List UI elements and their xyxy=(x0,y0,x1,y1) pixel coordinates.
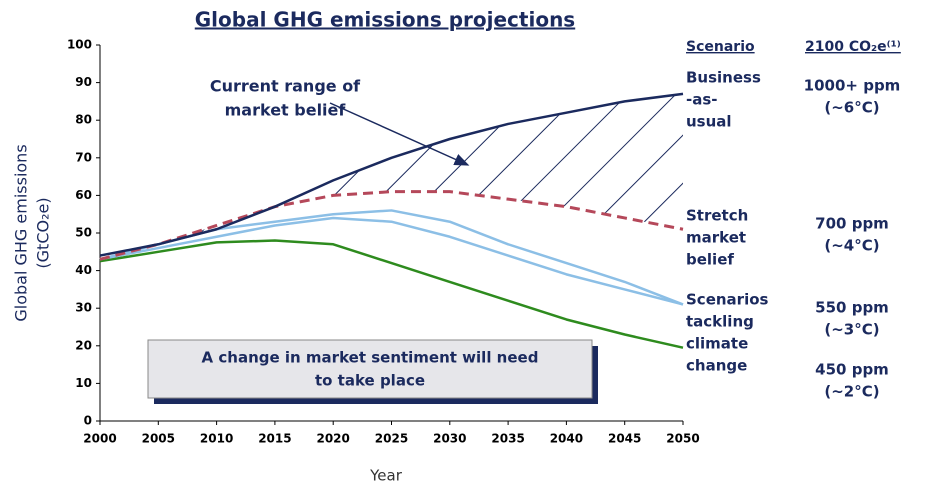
y-tick-label: 20 xyxy=(75,338,92,352)
x-tick-label: 2040 xyxy=(550,432,583,446)
annotation-box xyxy=(147,339,593,399)
chart-title: Global GHG emissions projections xyxy=(195,8,575,32)
scenario-label: Business xyxy=(686,69,761,87)
x-axis-label: Year xyxy=(369,467,403,485)
scenario-label: Scenarios xyxy=(686,291,769,309)
x-tick-label: 2050 xyxy=(666,432,699,446)
range-hatch xyxy=(100,93,683,260)
x-tick-label: 2035 xyxy=(491,432,524,446)
x-tick-label: 2020 xyxy=(316,432,349,446)
x-tick-label: 2030 xyxy=(433,432,466,446)
box-text: A change in market sentiment will need xyxy=(202,349,539,367)
y-tick-label: 40 xyxy=(75,263,92,277)
scenario-value: (~2°C) xyxy=(824,383,879,401)
scenario-label: climate xyxy=(686,335,748,353)
series-line xyxy=(99,209,684,306)
y-tick-label: 80 xyxy=(75,113,92,127)
y-tick-label: 0 xyxy=(84,414,92,428)
x-tick-label: 2045 xyxy=(608,432,641,446)
y-axis-label-line: (GtCO₂e) xyxy=(34,197,53,268)
x-tick-label: 2010 xyxy=(200,432,233,446)
table-header: Scenario xyxy=(686,39,755,55)
scenario-value: 1000+ ppm xyxy=(804,77,901,95)
y-tick-label: 50 xyxy=(75,226,92,240)
series-line xyxy=(99,239,684,349)
scenario-value: 700 ppm xyxy=(815,215,889,233)
x-tick-label: 2025 xyxy=(375,432,408,446)
scenario-label: change xyxy=(686,357,747,375)
table-header: 2100 CO₂e⁽¹⁾ xyxy=(805,39,901,55)
annotation: market belief xyxy=(225,101,347,120)
scenario-value: (~4°C) xyxy=(824,237,879,255)
series-line xyxy=(99,190,684,261)
scenario-label: -as- xyxy=(686,91,718,109)
box-text: to take place xyxy=(315,372,425,390)
scenario-label: belief xyxy=(686,251,734,269)
series-line xyxy=(99,216,684,306)
scenario-value: 450 ppm xyxy=(815,361,889,379)
scenario-value: (~3°C) xyxy=(824,321,879,339)
x-tick-label: 2000 xyxy=(83,432,116,446)
scenario-value: 550 ppm xyxy=(815,299,889,317)
y-tick-label: 60 xyxy=(75,188,92,202)
scenario-label: Stretch xyxy=(686,207,748,225)
scenario-label: market xyxy=(686,229,746,247)
scenario-value: (~6°C) xyxy=(824,99,879,117)
y-tick-label: 100 xyxy=(67,38,92,52)
y-axis-label: Global GHG emissions (GtCO₂e) xyxy=(12,144,53,321)
y-tick-label: 70 xyxy=(75,150,92,164)
x-tick-label: 2005 xyxy=(142,432,175,446)
y-axis-label-line: Global GHG emissions xyxy=(12,144,31,321)
scenario-label: usual xyxy=(686,113,732,131)
series-line xyxy=(99,92,684,257)
scenario-label: tackling xyxy=(686,313,754,331)
x-tick-label: 2015 xyxy=(258,432,291,446)
y-tick-label: 90 xyxy=(75,75,92,89)
annotation: Current range of xyxy=(210,77,361,96)
y-tick-label: 30 xyxy=(75,301,92,315)
y-tick-label: 10 xyxy=(75,376,92,390)
